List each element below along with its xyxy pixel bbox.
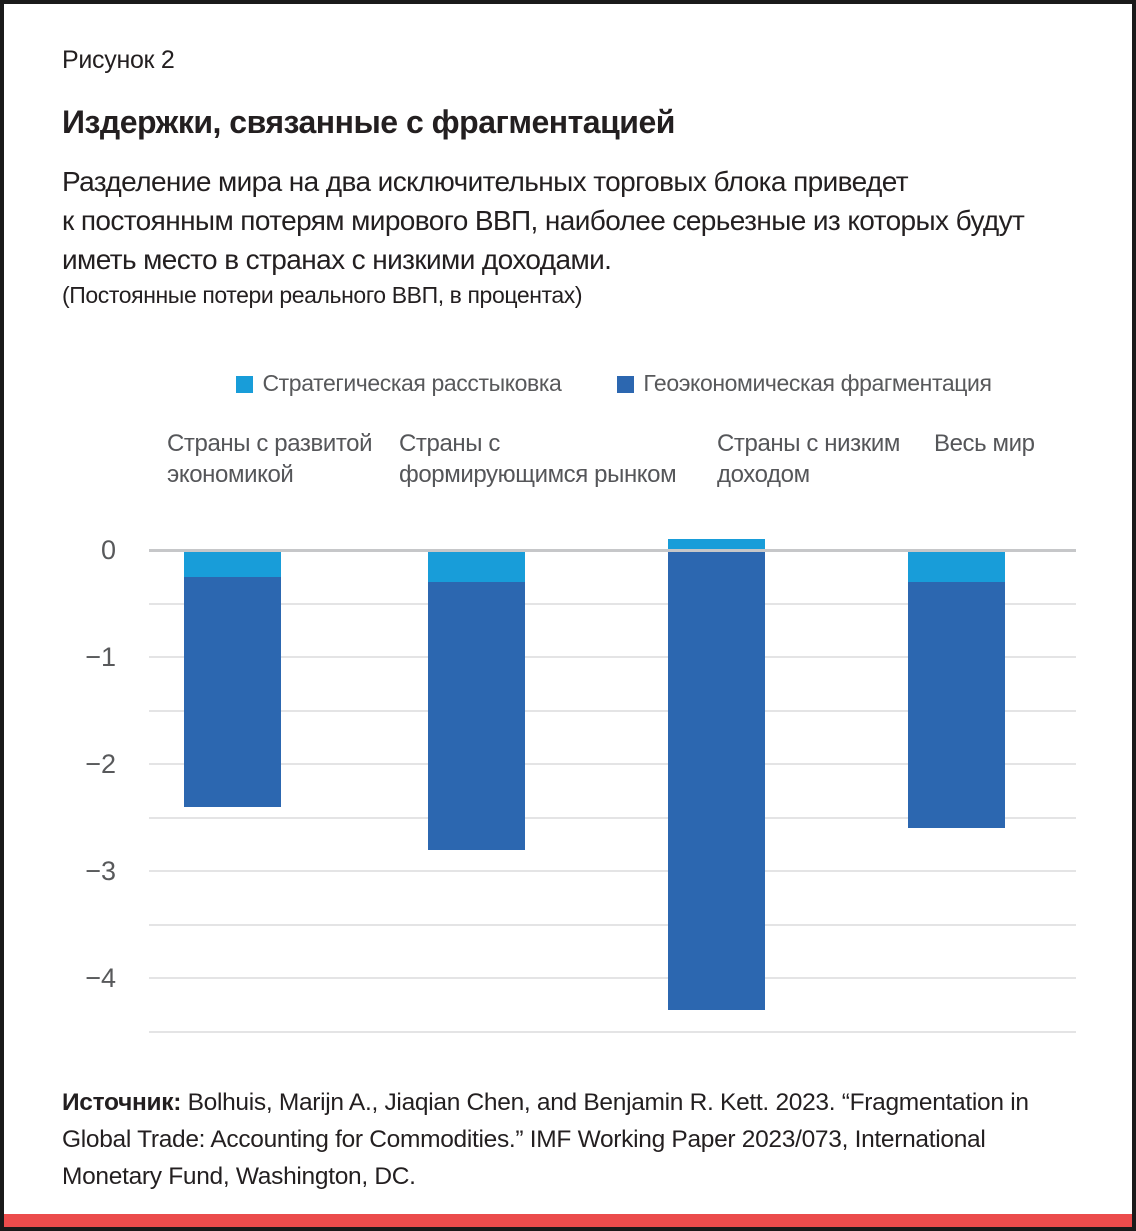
gridline	[149, 870, 1076, 872]
bar-segment-series2-cat3	[668, 550, 765, 1011]
subtitle-line-2: к постоянным потерям мирового ВВП, наибо…	[62, 205, 1025, 236]
gridline	[149, 602, 1076, 605]
source-note: Источник: Bolhuis, Marijn A., Jiaqian Ch…	[62, 1084, 1086, 1195]
category-label-2: Страны с формирующимся рынком	[399, 430, 677, 488]
plot-area	[149, 494, 1076, 1044]
units-note: (Постоянные потери реального ВВП, в проц…	[62, 282, 583, 308]
bar-segment-series2-cat1	[184, 576, 281, 807]
subtitle-line-1: Разделение мира на два исключительных то…	[62, 166, 909, 197]
figure-subtitle: Разделение мира на два исключительных то…	[62, 162, 1025, 279]
category-label-4: Весь мир	[934, 430, 1035, 457]
legend-item-2: Геоэкономическая фрагментация	[617, 370, 992, 397]
gridline	[149, 763, 1076, 765]
y-tick-label: −1	[85, 642, 116, 672]
category-label-1: Страны с развитой экономикой	[167, 430, 373, 488]
y-tick-label: −4	[85, 963, 116, 993]
bar-segment-series1-cat4	[908, 550, 1005, 583]
category-label-3: Страны с низким доходом	[717, 430, 900, 488]
source-label: Источник:	[62, 1089, 182, 1116]
bar-segment-series2-cat2	[428, 582, 525, 850]
legend-swatch-icon	[236, 375, 254, 393]
y-tick-label: −2	[85, 749, 116, 779]
legend-label: Геоэкономическая фрагментация	[643, 370, 992, 396]
bar-segment-series2-cat4	[908, 582, 1005, 829]
gridline	[149, 656, 1076, 658]
source-text: Bolhuis, Marijn A., Jiaqian Chen, and Be…	[62, 1089, 1029, 1190]
figure-number: Рисунок 2	[62, 46, 175, 74]
y-tick-label: 0	[100, 535, 116, 565]
legend-item-1: Стратегическая расстыковка	[236, 370, 562, 397]
figure-title: Издержки, связанные с фрагментацией	[62, 104, 675, 140]
gridline	[149, 709, 1076, 712]
gridline	[149, 816, 1076, 819]
bottom-accent-bar	[4, 1214, 1132, 1227]
bar-segment-series1-cat2	[428, 550, 525, 583]
gridline	[149, 977, 1076, 979]
legend-label: Стратегическая расстыковка	[262, 370, 562, 396]
gridline	[149, 1030, 1076, 1033]
gridline	[149, 923, 1076, 926]
chart-legend: Стратегическая расстыковка Геоэкономическ…	[149, 370, 1079, 397]
bar-segment-series1-cat1	[184, 550, 281, 577]
legend-swatch-icon	[617, 375, 635, 393]
y-tick-label: −3	[85, 856, 116, 886]
zero-axis-line	[149, 548, 1076, 552]
bar-segment-series1-cat3	[668, 539, 765, 550]
subtitle-line-3: иметь место в странах с низкими доходами…	[62, 244, 612, 275]
